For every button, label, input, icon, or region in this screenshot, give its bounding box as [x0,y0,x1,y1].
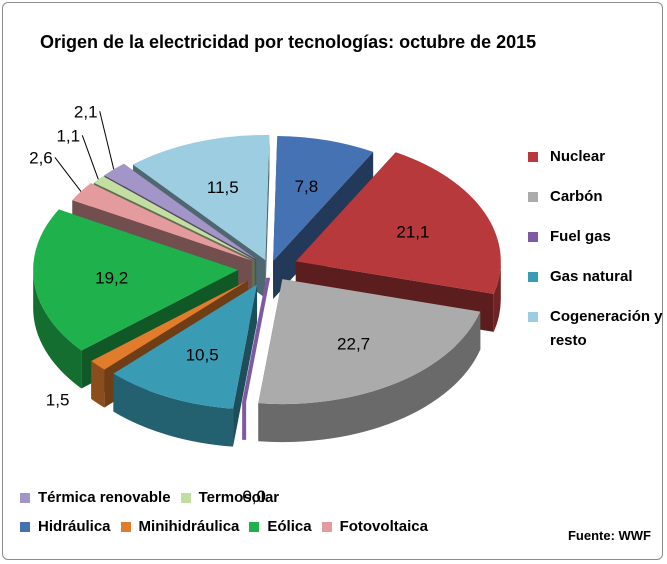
data-label-fuel-gas: 0,0 [242,487,266,506]
data-label-hidráulica: 7,8 [295,177,319,196]
legend-item-fotovoltaica: Fotovoltaica [321,518,428,535]
chart-source: Fuente: WWF [567,528,651,543]
data-label-nuclear: 21,1 [396,222,429,241]
legend-item-hidráulica: Hidráulica [20,518,111,535]
data-label-minihidráulica: 1,5 [46,390,70,409]
legend-label: Cogeneración y resto [550,308,663,349]
legend-item-gas-natural: Gas natural [528,265,663,289]
legend-swatch [180,493,191,503]
chart-title: Origen de la electricidad por tecnología… [40,32,537,52]
legend-item-minihidráulica: Minihidráulica [120,518,240,535]
legend-label: Minihidráulica [138,518,240,535]
pie-slice-gas-natural [113,284,258,447]
legend-swatch [20,493,30,503]
legend-label: Gas natural [550,268,633,285]
legend-label: Térmica renovable [38,489,171,506]
leader-line-termosolar [81,135,99,180]
legend-bottom-row-2: Hidráulica Minihidráulica Eólica Fotovoltai… [20,518,438,535]
legend-item-térmica-renovable: Térmica renovable [20,489,171,506]
legend-swatch [528,232,538,242]
legend-bottom-row-1: Térmica renovable Termosolar [20,489,289,506]
data-label-cogeneración-y-resto: 11,5 [207,178,239,197]
legend-swatch [528,152,538,162]
data-label-térmica-renovable: 2,1 [74,102,98,121]
legend-item-eólica: Eólica [249,518,312,535]
legend-label: Carbón [550,188,603,205]
data-label-carbón: 22,7 [337,334,370,353]
legend-item-nuclear: Nuclear [528,145,663,169]
leader-line-térmica-renovable [99,111,115,170]
legend-item-cogeneración-y-resto: Cogeneración y resto [528,305,663,353]
legend-label: Fotovoltaica [339,518,428,535]
pie-slice-fuel-gas [242,277,271,440]
legend-swatch [321,522,332,532]
legend-swatch [20,522,30,532]
legend-label: Hidráulica [38,518,111,535]
data-label-termosolar: 1,1 [56,126,80,145]
legend-label: Nuclear [550,148,606,165]
legend-swatch [528,312,538,322]
legend-item-fuel-gas: Fuel gas [528,225,663,249]
legend-label: Eólica [267,518,312,535]
data-label-fotovoltaica: 2,6 [29,148,53,167]
legend-label: Termosolar [198,489,280,506]
legend-item-termosolar: Termosolar [180,489,280,506]
legend-swatch [249,522,260,532]
data-label-gas-natural: 10,5 [186,345,219,364]
legend-swatch [528,192,538,202]
legend-right: Nuclear Carbón Fuel gas Gas natural Cogenera… [528,145,663,353]
pie-slice-carbón [258,279,481,443]
legend-label: Fuel gas [550,228,611,245]
data-label-eólica: 19,2 [95,268,128,287]
legend-item-carbón: Carbón [528,185,663,209]
leader-line-fotovoltaica [54,157,82,192]
legend-swatch [528,272,538,282]
legend-swatch [120,522,131,532]
